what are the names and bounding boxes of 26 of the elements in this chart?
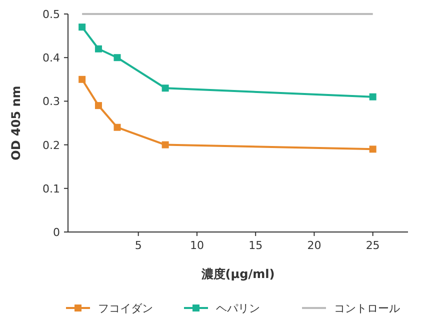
x-tick-label: 10 xyxy=(190,239,204,252)
point xyxy=(94,45,102,52)
y-tick-label: 0.3 xyxy=(42,95,60,108)
x-tick-label: 25 xyxy=(366,239,380,252)
point xyxy=(114,54,121,62)
y-tick-label: 0.5 xyxy=(42,8,60,21)
point xyxy=(78,76,86,83)
y-tick-label: 0.2 xyxy=(42,138,60,152)
y-axis-title: OD 405 nm xyxy=(9,86,23,160)
point xyxy=(162,84,169,92)
y-tick-label: 0.4 xyxy=(42,52,60,65)
point xyxy=(78,24,86,31)
y-tick-label: 0 xyxy=(53,226,60,239)
legend-label: コントロール xyxy=(334,302,400,315)
point xyxy=(114,124,121,131)
point xyxy=(369,93,376,100)
point xyxy=(369,146,376,153)
legend-label: ヘパリン xyxy=(216,302,260,315)
point xyxy=(162,141,169,148)
legend-label: フコイダン xyxy=(98,302,153,315)
point xyxy=(94,102,102,110)
x-tick-label: 15 xyxy=(248,239,263,252)
y-tick-label: 0.1 xyxy=(42,182,60,196)
x-tick-label: 20 xyxy=(307,239,322,252)
x-tick-label: 5 xyxy=(134,239,142,252)
x-axis-title: 濃度(μg/ml) xyxy=(200,267,275,281)
